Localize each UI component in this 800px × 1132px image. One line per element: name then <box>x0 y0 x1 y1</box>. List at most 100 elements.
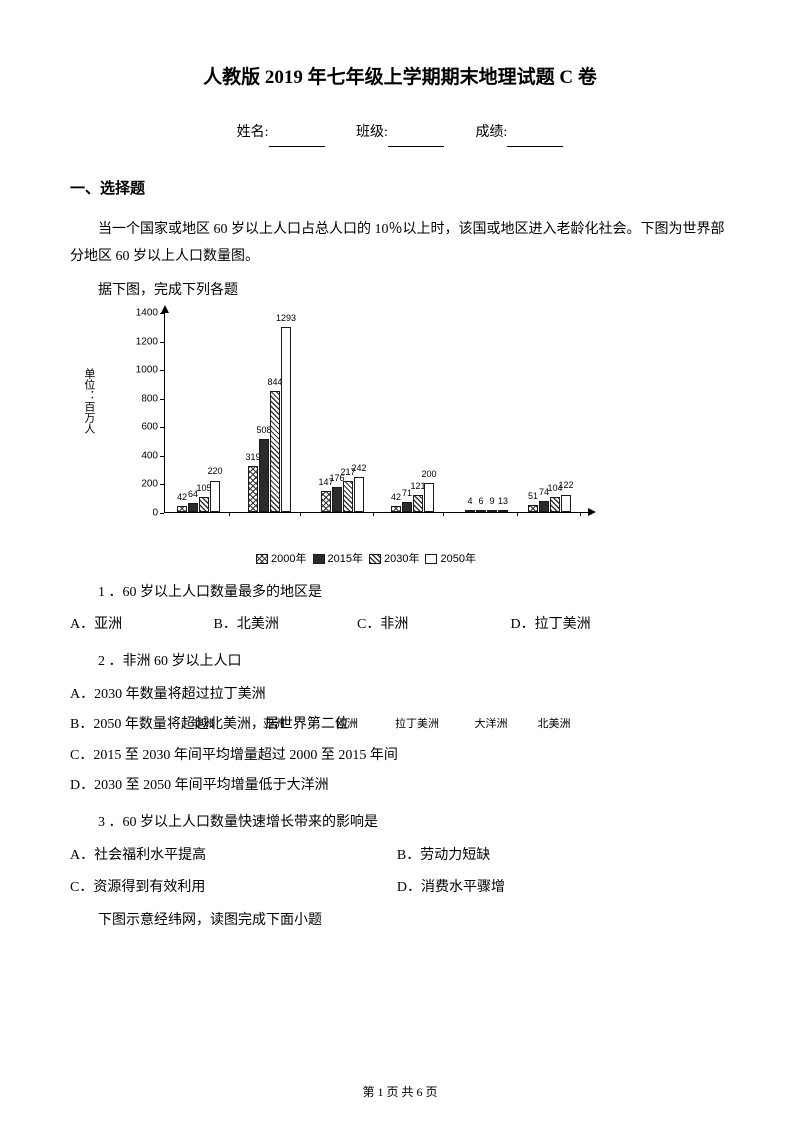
category-label: 北美洲 <box>520 714 588 735</box>
q3-opt-c: C．资源得到有效利用 <box>70 875 393 902</box>
intro-paragraph-1: 当一个国家或地区 60 岁以上人口占总人口的 10％以上时，该国或地区进入老龄化… <box>70 217 730 270</box>
q3-options-row1: A．社会福利水平提高 B．劳动力短缺 <box>70 843 730 870</box>
bar-value-label: 51 <box>528 488 538 505</box>
bar: 319 <box>248 466 258 512</box>
category-label: 非洲 <box>169 714 237 735</box>
category-label: 欧洲 <box>313 714 381 735</box>
legend-swatch <box>369 554 381 564</box>
y-tick-label: 1400 <box>136 303 158 322</box>
bar: 200 <box>424 483 434 512</box>
q1-opt-c: C．非洲 <box>357 612 507 639</box>
legend-label: 2015年 <box>328 553 363 565</box>
bar-value-label: 1293 <box>276 310 296 327</box>
bar: 242 <box>354 477 364 512</box>
x-tick-mark <box>580 512 581 516</box>
legend-swatch <box>313 554 325 564</box>
bar: 844 <box>270 391 280 512</box>
bar-value-label: 42 <box>391 489 401 506</box>
meta-line: 姓名: 班级: 成绩: <box>70 120 730 147</box>
y-tick-label: 600 <box>141 418 158 437</box>
chart-legend: 2000年 2015年 2030年 2050年 <box>138 549 588 570</box>
legend-label: 2000年 <box>271 553 306 565</box>
name-label: 姓名: <box>237 125 269 140</box>
category-label: 大洋洲 <box>457 714 525 735</box>
intro-paragraph-2: 据下图，完成下列各题 <box>70 278 730 305</box>
bar-value-label: 122 <box>558 477 573 494</box>
section-heading: 一、选择题 <box>70 175 730 204</box>
bar: 9 <box>487 510 497 512</box>
x-tick-mark <box>517 512 518 516</box>
y-tick-label: 1000 <box>136 361 158 380</box>
bar-value-label: 200 <box>421 466 436 483</box>
y-axis-label: 单位：百万人 <box>78 368 99 434</box>
y-tick-label: 200 <box>141 475 158 494</box>
class-label: 班级: <box>356 125 388 140</box>
bar-value-label: 9 <box>489 493 494 510</box>
bar: 1293 <box>281 327 291 512</box>
q2-opt-d: D．2030 至 2050 年间平均增量低于大洋洲 <box>70 773 730 800</box>
bar: 64 <box>188 503 198 512</box>
q2-opt-c: C．2015 至 2030 年间平均增量超过 2000 至 2015 年间 <box>70 743 730 770</box>
bar-value-label: 13 <box>498 493 508 510</box>
y-tick-mark <box>160 513 164 514</box>
q2-opt-a: A．2030 年数量将超过拉丁美洲 <box>70 682 730 709</box>
y-tick-label: 0 <box>152 503 158 522</box>
x-tick-mark <box>443 512 444 516</box>
bar: 508 <box>259 439 269 512</box>
bar-value-label: 4 <box>467 493 472 510</box>
population-chart: 单位：百万人 0200400600800100012001400 4264105… <box>98 313 588 570</box>
tail-paragraph: 下图示意经纬网，读图完成下面小题 <box>70 908 730 935</box>
legend-swatch <box>256 554 268 564</box>
bar: 122 <box>561 495 571 512</box>
y-tick-label: 400 <box>141 446 158 465</box>
q1-opt-a: A．亚洲 <box>70 612 210 639</box>
bar: 220 <box>210 481 220 512</box>
y-axis: 0200400600800100012001400 <box>134 313 164 513</box>
bar: 147 <box>321 491 331 512</box>
bar: 104 <box>550 497 560 512</box>
y-tick-label: 800 <box>141 389 158 408</box>
bar: 4 <box>465 510 475 512</box>
x-axis-arrow-icon <box>588 508 596 516</box>
x-tick-mark <box>300 512 301 516</box>
name-blank[interactable] <box>269 146 325 147</box>
page-footer: 第 1 页 共 6 页 <box>0 1081 800 1104</box>
bar: 121 <box>413 495 423 512</box>
score-label: 成绩: <box>475 125 507 140</box>
bar: 13 <box>498 510 508 512</box>
bar: 176 <box>332 487 342 512</box>
q1-stem: 1 ．60 岁以上人口数量最多的地区是 <box>70 580 730 607</box>
q3-opt-d: D．消费水平骤增 <box>397 875 720 902</box>
bar: 71 <box>402 502 412 512</box>
legend-swatch <box>425 554 437 564</box>
category-label: 拉丁美洲 <box>383 714 451 735</box>
bar: 51 <box>528 505 538 512</box>
legend-label: 2030年 <box>384 553 419 565</box>
bar-value-label: 6 <box>478 493 483 510</box>
q1-options: A．亚洲 B．北美洲 C．非洲 D．拉丁美洲 <box>70 612 730 639</box>
x-tick-mark <box>373 512 374 516</box>
bar: 42 <box>391 506 401 512</box>
chart-plot-area: 4264105220非洲3195088441293亚洲147176217242欧… <box>164 313 588 513</box>
y-axis-arrow-icon <box>161 305 169 313</box>
bar-value-label: 242 <box>351 460 366 477</box>
bar-value-label: 42 <box>177 489 187 506</box>
category-label: 亚洲 <box>240 714 308 735</box>
y-tick-label: 1200 <box>136 332 158 351</box>
q1-opt-b: B．北美洲 <box>214 612 354 639</box>
q3-opt-b: B．劳动力短缺 <box>397 843 720 870</box>
q1-opt-d: D．拉丁美洲 <box>511 612 591 639</box>
q2-stem: 2 ．非洲 60 岁以上人口 <box>70 649 730 676</box>
legend-label: 2050年 <box>440 553 475 565</box>
bar: 42 <box>177 506 187 512</box>
q3-options-row2: C．资源得到有效利用 D．消费水平骤增 <box>70 875 730 902</box>
score-blank[interactable] <box>507 146 563 147</box>
q3-stem: 3 ．60 岁以上人口数量快速增长带来的影响是 <box>70 810 730 837</box>
bar: 74 <box>539 501 549 512</box>
bar: 217 <box>343 481 353 512</box>
class-blank[interactable] <box>388 146 444 147</box>
bar: 105 <box>199 497 209 512</box>
q3-opt-a: A．社会福利水平提高 <box>70 843 393 870</box>
bar: 6 <box>476 510 486 512</box>
bar-value-label: 220 <box>207 463 222 480</box>
